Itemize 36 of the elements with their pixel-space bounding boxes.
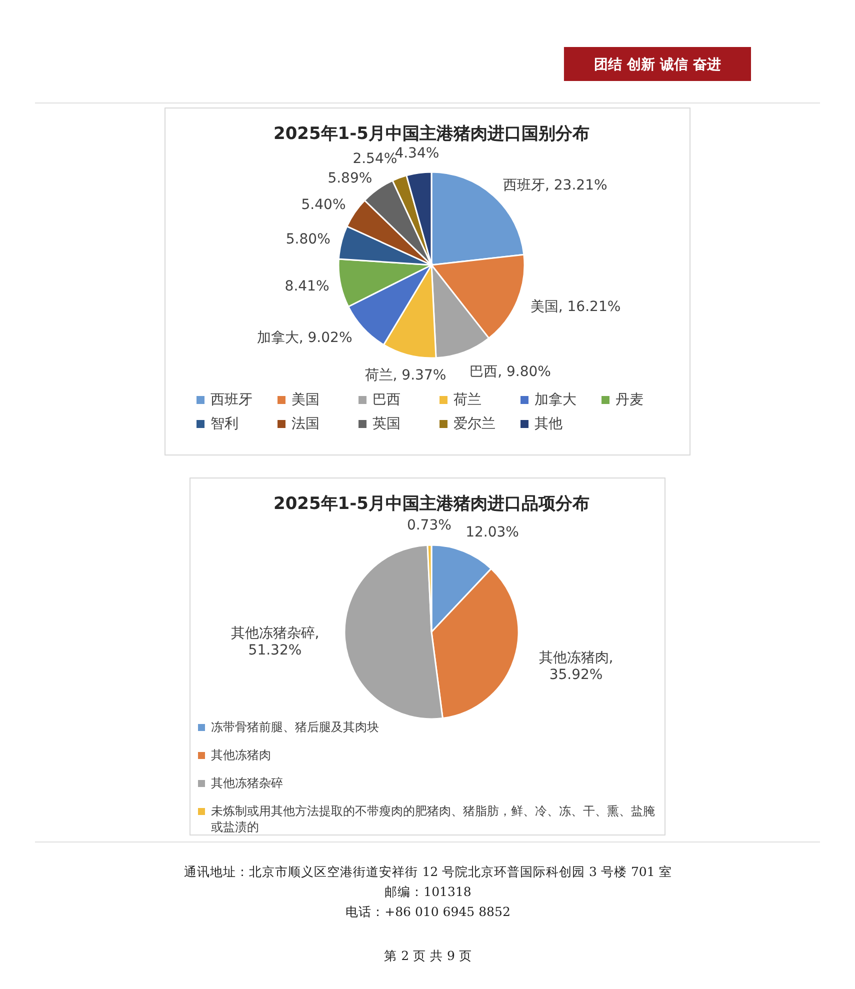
data-label: 加拿大, 9.02% xyxy=(256,330,352,346)
text: 邮编：101318 xyxy=(384,884,472,899)
legend-label: 法国 xyxy=(292,416,320,432)
legend-label: 其他冻猪杂碎 xyxy=(211,776,283,790)
data-label: 其他冻猪杂碎, 51.32% xyxy=(230,626,320,659)
legend-label: 其他 xyxy=(534,416,562,432)
legend-label: 美国 xyxy=(292,392,320,408)
legend-label: 英国 xyxy=(372,416,400,432)
data-label: 2.54% xyxy=(352,151,398,168)
data-label: 8.41% xyxy=(284,278,330,295)
data-label: 美国, 16.21% xyxy=(530,298,621,315)
legend-label: 巴西 xyxy=(372,392,400,408)
legend-label: 未炼制或用其他方法提取的不带瘦肉的肥猪肉、猪脂肪，鲜、冷、冻、干、熏、盐腌或盐渍的 xyxy=(211,804,655,834)
legend-label: 冻带骨猪前腿、猪后腿及其肉块 xyxy=(211,720,379,734)
data-label: 巴西, 9.80% xyxy=(470,364,551,380)
legend-label: 西班牙 xyxy=(210,392,252,408)
data-label: 荷兰, 9.37% xyxy=(364,367,446,384)
legend-label: 爱尔兰 xyxy=(454,416,496,432)
text: 团结 创新 诚信 奋进 xyxy=(594,56,721,73)
chart-title: 2025年1-5月中国主港猪肉进口国别分布 xyxy=(273,124,590,144)
text: 2025年1-5月中国主港猪肉进口品项分布 xyxy=(273,494,590,514)
text: 第 2 页 共 9 页 xyxy=(384,948,472,963)
legend-label: 加拿大 xyxy=(534,392,576,408)
data-label: 其他冻猪肉, 35.92% xyxy=(538,650,614,684)
text: 电话：+86 010 6945 8852 xyxy=(346,904,510,919)
data-label: 5.40% xyxy=(301,197,346,214)
legend-label: 丹麦 xyxy=(616,392,644,408)
data-label: 西班牙, 23.21% xyxy=(503,178,608,194)
data-label: 12.03% xyxy=(466,524,519,541)
legend-label: 智利 xyxy=(210,416,238,432)
text: 通讯地址：北京市顺义区空港街道安祥街 12 号院北京环普国际科创园 3 号楼 701 室 xyxy=(184,864,672,879)
data-label: 5.80% xyxy=(286,231,330,248)
data-label: 0.73% xyxy=(406,518,452,534)
data-label: 5.89% xyxy=(328,170,372,186)
legend-label: 其他冻猪肉 xyxy=(211,748,271,762)
legend-label: 荷兰 xyxy=(454,392,482,408)
